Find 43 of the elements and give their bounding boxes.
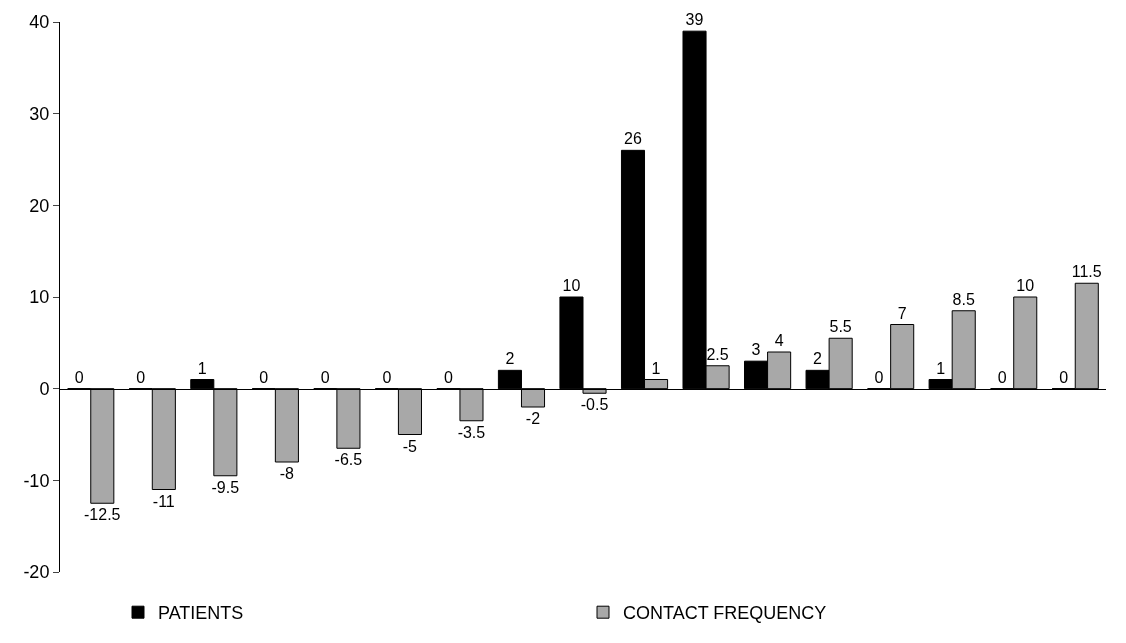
y-tick-label: 30	[29, 103, 50, 124]
legend-label: CONTACT FREQUENCY	[623, 603, 827, 624]
data-label: 0	[874, 368, 884, 386]
data-label: 0	[136, 368, 146, 386]
data-label: 39	[685, 11, 704, 29]
data-label: 3	[751, 341, 761, 359]
y-tick-label: 20	[29, 195, 50, 216]
data-label: 10	[562, 277, 581, 294]
data-label: 10	[1016, 277, 1035, 294]
y-tick-label: 0	[39, 378, 50, 399]
data-label: 0	[259, 368, 269, 386]
data-label: 2	[505, 350, 515, 368]
data-label: 5.5	[829, 318, 852, 336]
data-label: -8	[279, 465, 295, 482]
y-tick-label: -10	[23, 470, 50, 491]
y-tick-label: 10	[29, 287, 50, 308]
data-label: 0	[74, 368, 84, 386]
data-label: 11.5	[1071, 263, 1102, 281]
data-label: 0	[382, 368, 392, 386]
data-label: -6.5	[334, 451, 363, 469]
data-label: 2.5	[706, 345, 729, 363]
data-label: 1	[936, 359, 946, 377]
data-label: -3.5	[457, 423, 486, 441]
y-tick-label: 40	[29, 12, 50, 33]
data-label: -5	[402, 437, 418, 455]
data-label: 0	[443, 368, 453, 386]
data-label: -0.5	[580, 396, 609, 414]
data-label: 0	[1059, 368, 1069, 386]
data-label: 8.5	[952, 290, 975, 308]
data-label: -11	[152, 492, 175, 510]
data-label: 26	[624, 130, 642, 148]
data-label: 1	[197, 359, 207, 377]
data-label: 1	[651, 359, 661, 377]
y-tick-label: -20	[23, 562, 50, 583]
data-label: 0	[997, 368, 1007, 386]
data-label: -12.5	[84, 506, 121, 524]
data-label: 4	[774, 332, 784, 349]
data-label: -9.5	[211, 478, 240, 496]
legend-label: PATIENTS	[158, 603, 244, 624]
data-label: 0	[320, 368, 330, 386]
data-label: -2	[525, 410, 541, 427]
data-label: 7	[897, 304, 907, 322]
data-label: 2	[813, 350, 823, 368]
